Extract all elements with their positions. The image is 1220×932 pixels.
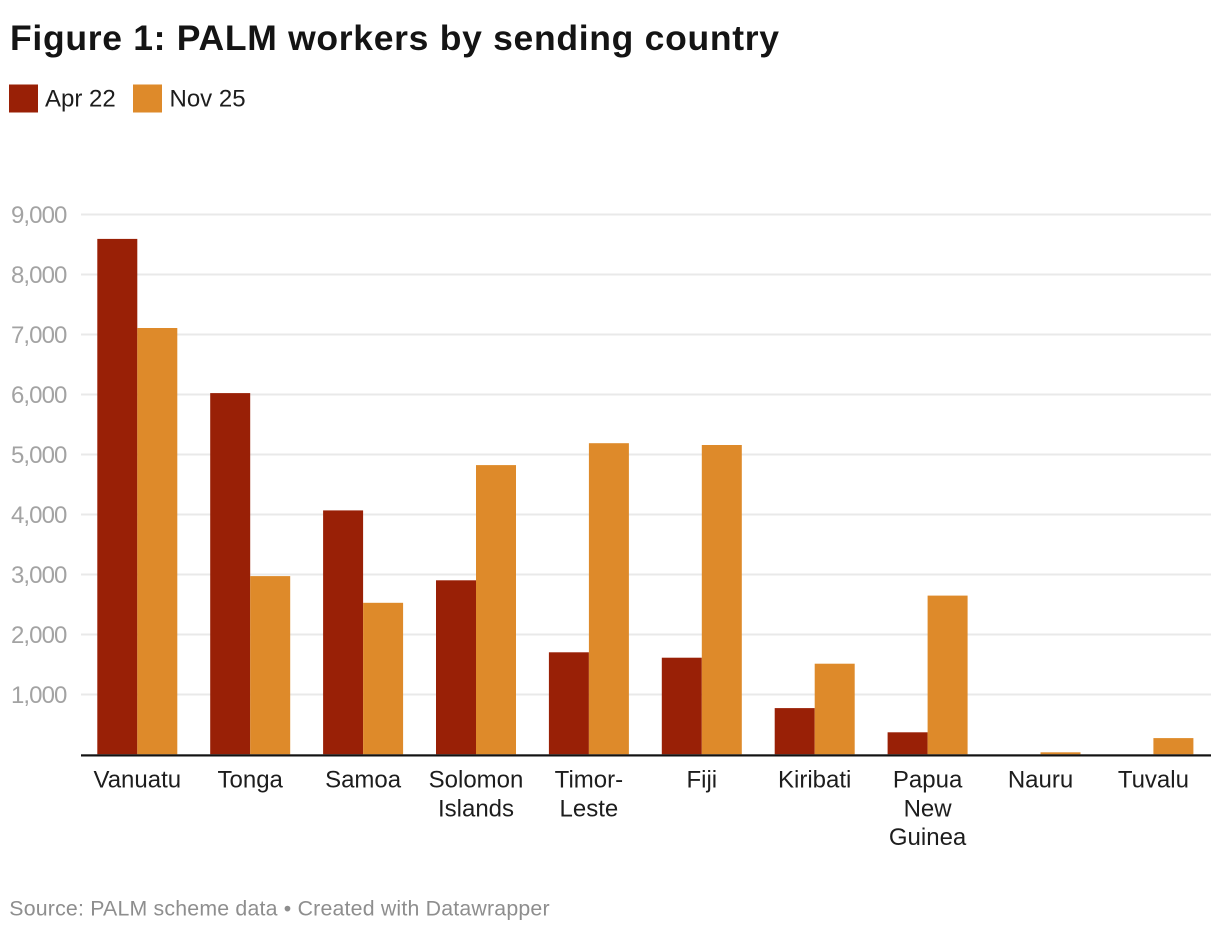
svg-text:Timor-: Timor- bbox=[555, 766, 623, 793]
svg-text:New: New bbox=[904, 795, 953, 822]
svg-text:8,000: 8,000 bbox=[11, 262, 67, 289]
svg-text:Kiribati: Kiribati bbox=[778, 766, 851, 793]
svg-text:3,000: 3,000 bbox=[11, 562, 67, 589]
svg-text:Leste: Leste bbox=[560, 795, 619, 822]
svg-text:Papua: Papua bbox=[893, 766, 963, 793]
svg-text:7,000: 7,000 bbox=[11, 322, 67, 349]
svg-text:6,000: 6,000 bbox=[11, 382, 67, 409]
svg-text:Vanuatu: Vanuatu bbox=[93, 766, 181, 793]
svg-text:Apr 22: Apr 22 bbox=[45, 86, 116, 113]
svg-text:Tuvalu: Tuvalu bbox=[1118, 766, 1189, 793]
svg-text:9,000: 9,000 bbox=[11, 202, 67, 229]
svg-text:Samoa: Samoa bbox=[325, 766, 402, 793]
svg-text:Solomon: Solomon bbox=[429, 766, 524, 793]
svg-text:Guinea: Guinea bbox=[889, 824, 967, 851]
svg-text:Tonga: Tonga bbox=[218, 766, 284, 793]
svg-text:4,000: 4,000 bbox=[11, 502, 67, 529]
svg-text:5,000: 5,000 bbox=[11, 442, 67, 469]
svg-text:Figure 1: PALM workers by send: Figure 1: PALM workers by sending countr… bbox=[10, 18, 780, 58]
svg-text:1,000: 1,000 bbox=[11, 682, 67, 709]
svg-text:Nauru: Nauru bbox=[1008, 766, 1073, 793]
svg-text:2,000: 2,000 bbox=[11, 622, 67, 649]
svg-text:Source: PALM scheme data • Cre: Source: PALM scheme data • Created with … bbox=[9, 897, 549, 921]
svg-text:Islands: Islands bbox=[438, 795, 514, 822]
svg-text:Nov 25: Nov 25 bbox=[170, 86, 246, 113]
svg-text:Fiji: Fiji bbox=[686, 766, 717, 793]
